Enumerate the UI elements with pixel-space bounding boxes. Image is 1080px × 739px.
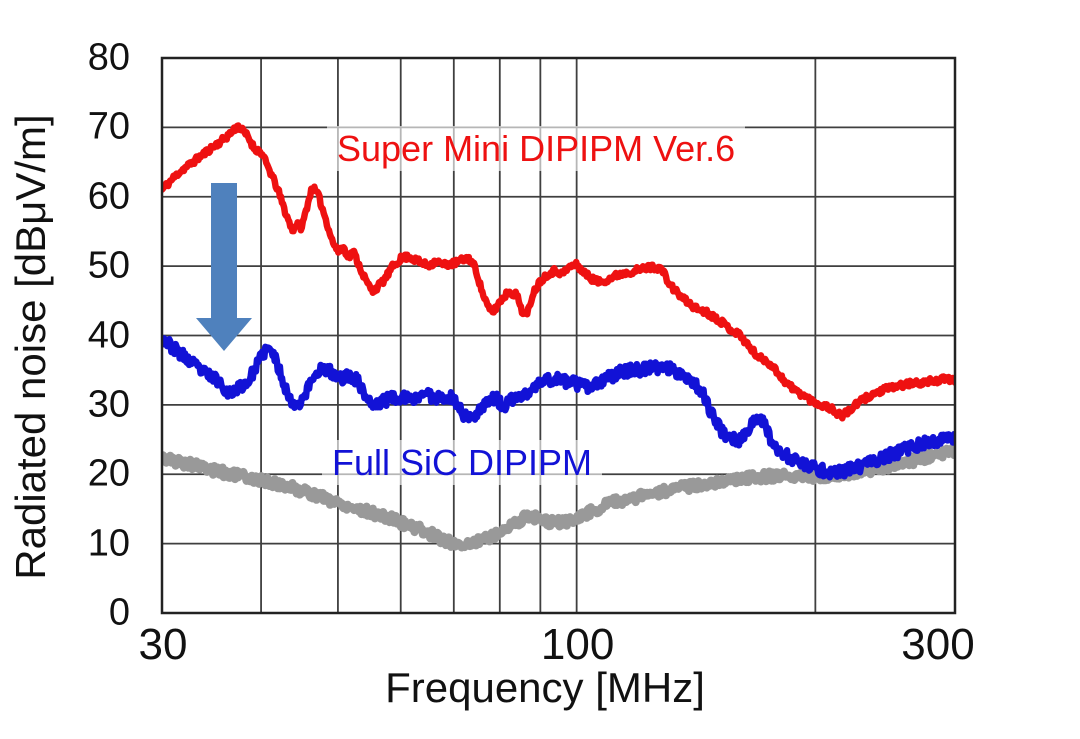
plot-border <box>160 56 957 615</box>
y-tick-label-50: 50 <box>87 244 130 287</box>
x-axis-title: Frequency [MHz] <box>385 664 705 711</box>
y-tick-label-80: 80 <box>87 36 130 79</box>
red-series-label: Super Mini DIPIPM Ver.6 <box>327 126 746 172</box>
series-line-super-mini-dipipm <box>161 122 956 422</box>
noise-reduction-down-arrow-icon <box>196 183 252 351</box>
y-tick-label-0: 0 <box>108 591 130 634</box>
y-tick-label-10: 10 <box>87 522 130 565</box>
y-tick-label-60: 60 <box>87 175 130 218</box>
y-tick-label-40: 40 <box>87 314 130 356</box>
series-line-full-sic-dipipm <box>161 335 956 481</box>
y-tick-label-30: 30 <box>87 383 130 426</box>
x-tick-label-100: 100 <box>540 620 615 669</box>
x-tick-label-30: 30 <box>138 620 188 669</box>
y-tick-label-20: 20 <box>87 452 130 495</box>
x-tick-label-300: 300 <box>901 620 975 669</box>
blue-series-label: Full SiC DIPIPM <box>322 440 603 486</box>
y-tick-label-70: 70 <box>87 105 130 148</box>
y-axis-title: Radiated noise [dBμV/m] <box>7 114 54 580</box>
